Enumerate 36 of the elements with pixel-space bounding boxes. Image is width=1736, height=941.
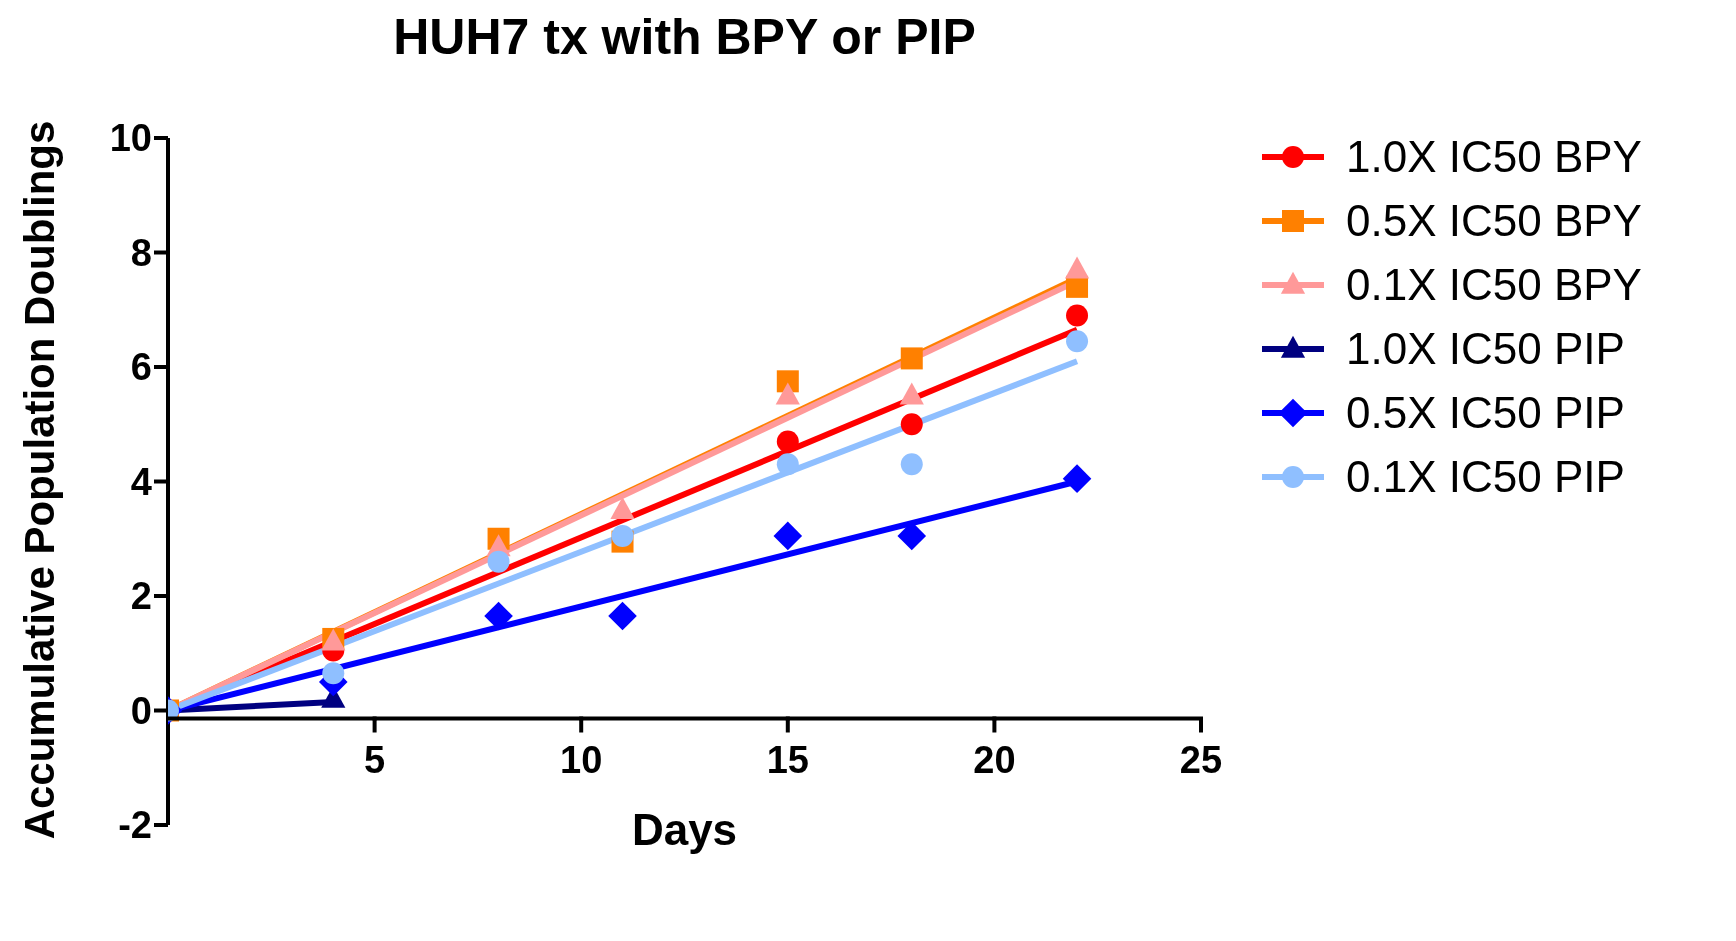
x-tick-label: 5 [364,738,386,781]
point [776,453,799,476]
y-tick-label: 6 [130,346,152,389]
y-tick-label: 0 [130,689,152,732]
y-tick-label: -2 [118,804,152,847]
point [776,430,799,453]
point [900,453,923,476]
point [900,413,923,436]
point [322,662,345,685]
point [484,601,513,631]
legend-label: 0.5X IC50 PIP [1346,388,1625,438]
point [1066,275,1089,298]
legend-label: 1.0X IC50 BPY [1346,132,1642,182]
chart-title: HUH7 tx with BPY or PIP [392,8,977,66]
y-tick-label: 4 [130,460,152,503]
point [1066,304,1089,327]
legend-label: 0.1X IC50 PIP [1346,452,1625,502]
point [608,601,637,631]
legend-label: 0.5X IC50 BPY [1346,196,1642,246]
point [773,521,803,551]
y-axis-title: Accumulative Population Doublings [16,120,64,840]
x-tick-label: 20 [973,738,1016,781]
point [611,524,634,547]
point [1062,464,1092,493]
x-axis-title: Days [630,805,739,855]
y-tick-label: 8 [130,231,152,274]
x-tick-label: 15 [766,738,809,781]
point [1066,330,1089,353]
legend-label: 1.0X IC50 PIP [1346,324,1625,374]
x-tick-label: 25 [1179,738,1223,781]
x-tick-label: 10 [560,738,603,781]
y-tick-label: 2 [130,575,152,618]
point [487,550,510,573]
point [900,347,923,370]
y-tick-label: 10 [109,117,152,160]
legend-label: 0.1X IC50 BPY [1346,260,1642,310]
